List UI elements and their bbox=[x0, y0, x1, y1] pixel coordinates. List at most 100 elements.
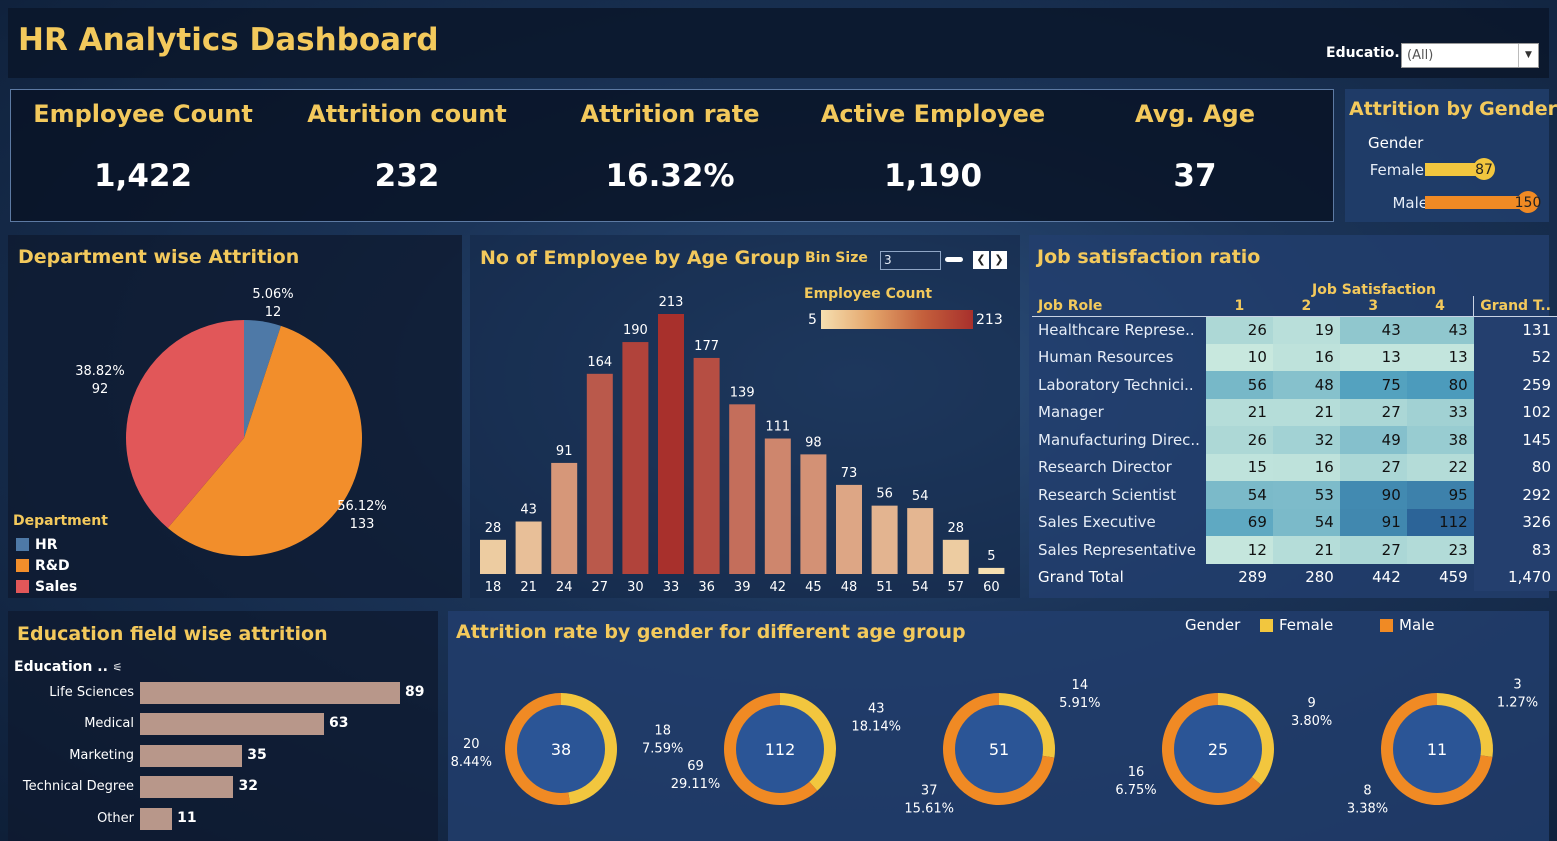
table-row[interactable]: Human Resources 10 16 13 13 52 bbox=[1032, 343, 1557, 371]
education-filter-value: (All) bbox=[1407, 48, 1434, 63]
legend-item-rd[interactable]: R&D bbox=[16, 555, 77, 576]
satisfaction-cell: 95 bbox=[1406, 481, 1474, 509]
education-bar[interactable] bbox=[140, 682, 400, 704]
column-header[interactable]: 3 bbox=[1339, 296, 1407, 317]
age-tick-label: 36 bbox=[698, 580, 715, 595]
age-tick-label: 51 bbox=[876, 580, 893, 595]
donut-male-count: 8 bbox=[1363, 784, 1371, 799]
chevron-right-icon[interactable]: ❯ bbox=[991, 251, 1007, 269]
legend-item-male[interactable]: Male bbox=[1380, 616, 1435, 634]
sort-icon[interactable]: ⚟ bbox=[112, 661, 123, 674]
table-row[interactable]: Laboratory Technici.. 56 48 75 80 259 bbox=[1032, 371, 1557, 399]
age-bar-60[interactable] bbox=[978, 567, 1005, 574]
education-filter-select[interactable]: (All) ▼ bbox=[1401, 43, 1539, 68]
table-row[interactable]: Research Scientist 54 53 90 95 292 bbox=[1032, 481, 1557, 509]
satisfaction-cell: 19 bbox=[1272, 316, 1340, 344]
job-role-cell: Sales Representative bbox=[1038, 540, 1197, 559]
kpi-label: Employee Count bbox=[33, 100, 253, 128]
age-bar-48[interactable] bbox=[836, 484, 862, 574]
donut-male-pct: 8.44% bbox=[451, 755, 492, 770]
satisfaction-cell: 33 bbox=[1406, 398, 1474, 426]
education-row[interactable]: Medical 63 bbox=[8, 713, 438, 736]
age-bar-42[interactable] bbox=[764, 438, 791, 574]
age-tick-label: 30 bbox=[627, 580, 644, 595]
column-header[interactable]: 1 bbox=[1205, 296, 1273, 317]
bin-size-slider[interactable] bbox=[945, 257, 963, 262]
donut-female-pct: 7.59% bbox=[642, 741, 683, 756]
satisfaction-cell: 289 bbox=[1238, 568, 1267, 587]
job-role-cell: Healthcare Represe.. bbox=[1038, 321, 1195, 339]
pie-slice-rd[interactable] bbox=[167, 325, 362, 556]
table-row[interactable]: Manager 21 21 27 33 102 bbox=[1032, 398, 1557, 426]
education-row[interactable]: Technical Degree 32 bbox=[8, 776, 438, 799]
chevron-left-icon[interactable]: ❮ bbox=[973, 251, 989, 269]
donut-male-pct: 29.11% bbox=[671, 777, 721, 792]
age-bar-36[interactable] bbox=[693, 357, 720, 574]
age-bar-value: 177 bbox=[694, 339, 719, 354]
column-header[interactable]: Grand T.. bbox=[1473, 296, 1557, 317]
age-bar-27[interactable] bbox=[586, 373, 613, 574]
bar-male[interactable] bbox=[1425, 196, 1528, 209]
pie-slice-hr[interactable] bbox=[244, 320, 281, 438]
column-header[interactable]: 4 bbox=[1406, 296, 1474, 317]
donut-female-pct: 1.27% bbox=[1497, 696, 1538, 711]
age-bar-45[interactable] bbox=[800, 454, 827, 574]
chevron-down-icon[interactable]: ▼ bbox=[1518, 44, 1538, 67]
gender-bars: 87 150 bbox=[1425, 158, 1541, 213]
age-bar-33[interactable] bbox=[658, 314, 684, 574]
column-header[interactable]: Job Role bbox=[1032, 296, 1206, 317]
age-bar-51[interactable] bbox=[871, 505, 898, 574]
bar-female[interactable] bbox=[1425, 163, 1485, 176]
legend-item-sales[interactable]: Sales bbox=[16, 576, 77, 597]
age-bar-24[interactable] bbox=[551, 462, 578, 574]
grand-total-cell: 83 bbox=[1473, 536, 1557, 564]
job-role-cell: Sales Executive bbox=[1038, 513, 1156, 532]
column-header[interactable]: 2 bbox=[1272, 296, 1340, 317]
age-bar-57[interactable] bbox=[942, 539, 969, 574]
legend-item-hr[interactable]: HR bbox=[16, 534, 77, 555]
table-row[interactable]: Research Director 15 16 27 22 80 bbox=[1032, 453, 1557, 481]
bin-size-input[interactable]: 3 bbox=[880, 251, 941, 270]
pie-slice-sales[interactable] bbox=[126, 320, 244, 529]
satisfaction-cell: 27 bbox=[1339, 453, 1407, 481]
satisfaction-cell: 91 bbox=[1339, 508, 1407, 536]
age-bar-54[interactable] bbox=[907, 508, 934, 574]
age-tick-label: 21 bbox=[520, 580, 537, 595]
education-bar[interactable] bbox=[140, 807, 173, 830]
education-bar[interactable] bbox=[140, 744, 243, 767]
education-row[interactable]: Marketing 35 bbox=[8, 744, 438, 767]
age-bar-18[interactable] bbox=[480, 539, 506, 574]
age-bar-value: 54 bbox=[912, 489, 929, 504]
donut-male-count: 37 bbox=[921, 783, 938, 798]
satisfaction-cell: 48 bbox=[1272, 371, 1340, 399]
job-satisfaction-title: Job satisfaction ratio bbox=[1037, 246, 1261, 268]
job-role-cell: Laboratory Technici.. bbox=[1038, 375, 1194, 394]
satisfaction-cell: 15 bbox=[1205, 453, 1273, 481]
age-bar-value: 5 bbox=[987, 549, 995, 564]
age-gender-title: Attrition rate by gender for different a… bbox=[456, 621, 966, 643]
education-row[interactable]: Other 11 bbox=[8, 807, 438, 830]
age-bar-21[interactable] bbox=[515, 521, 542, 574]
legend-item-female[interactable]: Female bbox=[1260, 616, 1333, 634]
age-bar-39[interactable] bbox=[729, 404, 756, 574]
color-legend-title: Employee Count bbox=[804, 286, 933, 302]
bar-male-end bbox=[1517, 191, 1539, 213]
table-row[interactable]: Healthcare Represe.. 26 19 43 43 131 bbox=[1032, 316, 1557, 344]
satisfaction-cell: 13 bbox=[1406, 343, 1474, 371]
age-bar-30[interactable] bbox=[622, 342, 649, 574]
education-bar[interactable] bbox=[140, 713, 325, 736]
table-row[interactable]: Sales Representative 12 21 27 23 83 bbox=[1032, 536, 1557, 564]
education-header[interactable]: Education .. ⚟ bbox=[14, 659, 123, 675]
satisfaction-cell: 80 bbox=[1406, 371, 1474, 399]
education-row[interactable]: Life Sciences 89 bbox=[8, 682, 438, 704]
table-row[interactable]: Manufacturing Direc.. 26 32 49 38 145 bbox=[1032, 426, 1557, 454]
job-role-cell: Grand Total bbox=[1038, 568, 1124, 587]
job-satisfaction-col-group: Job Satisfaction bbox=[1312, 282, 1436, 298]
bar-female-end bbox=[1473, 158, 1495, 180]
kpi-value: 232 bbox=[374, 158, 440, 194]
education-value: 63 bbox=[329, 715, 349, 732]
education-bar[interactable] bbox=[140, 776, 234, 799]
grand-total-cell: 259 bbox=[1473, 371, 1557, 399]
table-total-row[interactable]: Grand Total 289 280 442 459 1,470 bbox=[1032, 563, 1557, 591]
table-row[interactable]: Sales Executive 69 54 91 112 326 bbox=[1032, 508, 1557, 536]
